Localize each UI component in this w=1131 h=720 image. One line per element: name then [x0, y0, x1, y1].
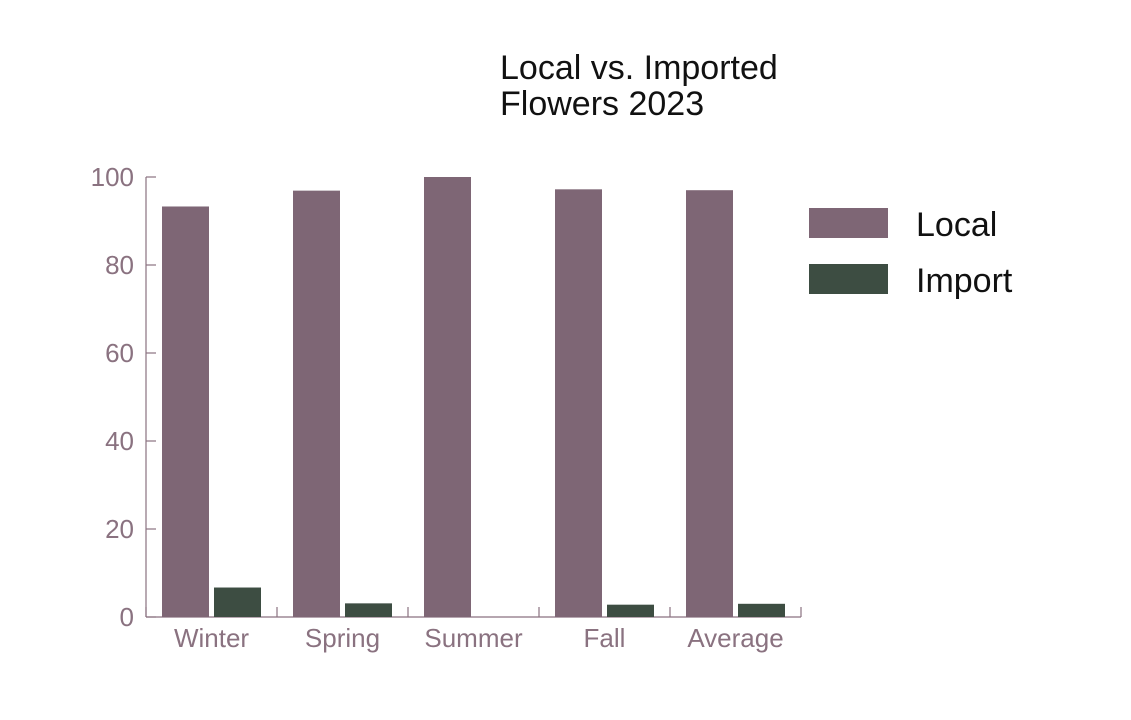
bar-local-spring — [293, 190, 340, 617]
bar-local-winter — [162, 206, 209, 618]
y-tick-label: 0 — [120, 602, 134, 632]
y-tick-label: 80 — [105, 250, 134, 280]
x-tick-labels: Winter Spring Summer Fall Average — [174, 623, 784, 653]
y-tick-label: 100 — [91, 162, 134, 192]
legend-label-local: Local — [916, 206, 997, 244]
y-tick-label: 20 — [105, 514, 134, 544]
legend-swatch-import — [809, 264, 888, 294]
bar-import-fall — [607, 604, 654, 617]
x-tick-label: Spring — [305, 623, 380, 653]
y-tick-label: 60 — [105, 338, 134, 368]
x-tick-label: Summer — [424, 623, 523, 653]
x-tick-label: Average — [687, 623, 783, 653]
bar-local-fall — [555, 189, 602, 617]
x-tick-label: Fall — [584, 623, 626, 653]
chart-bars — [162, 177, 785, 618]
chart-title-line: Local vs. Imported — [500, 49, 778, 87]
chart-title-line: Flowers 2023 — [500, 85, 704, 123]
x-tick-label: Winter — [174, 623, 249, 653]
legend-label-import: Import — [916, 262, 1013, 300]
bar-import-spring — [345, 603, 392, 617]
y-tick-labels: 0 20 40 60 80 100 — [91, 162, 134, 632]
bar-local-summer — [424, 177, 471, 617]
bar-local-average — [686, 190, 733, 617]
chart-legend: Local Import — [809, 206, 1013, 300]
y-tick-label: 40 — [105, 426, 134, 456]
legend-swatch-local — [809, 208, 888, 238]
bar-import-average — [738, 603, 785, 617]
bar-import-winter — [214, 587, 261, 617]
